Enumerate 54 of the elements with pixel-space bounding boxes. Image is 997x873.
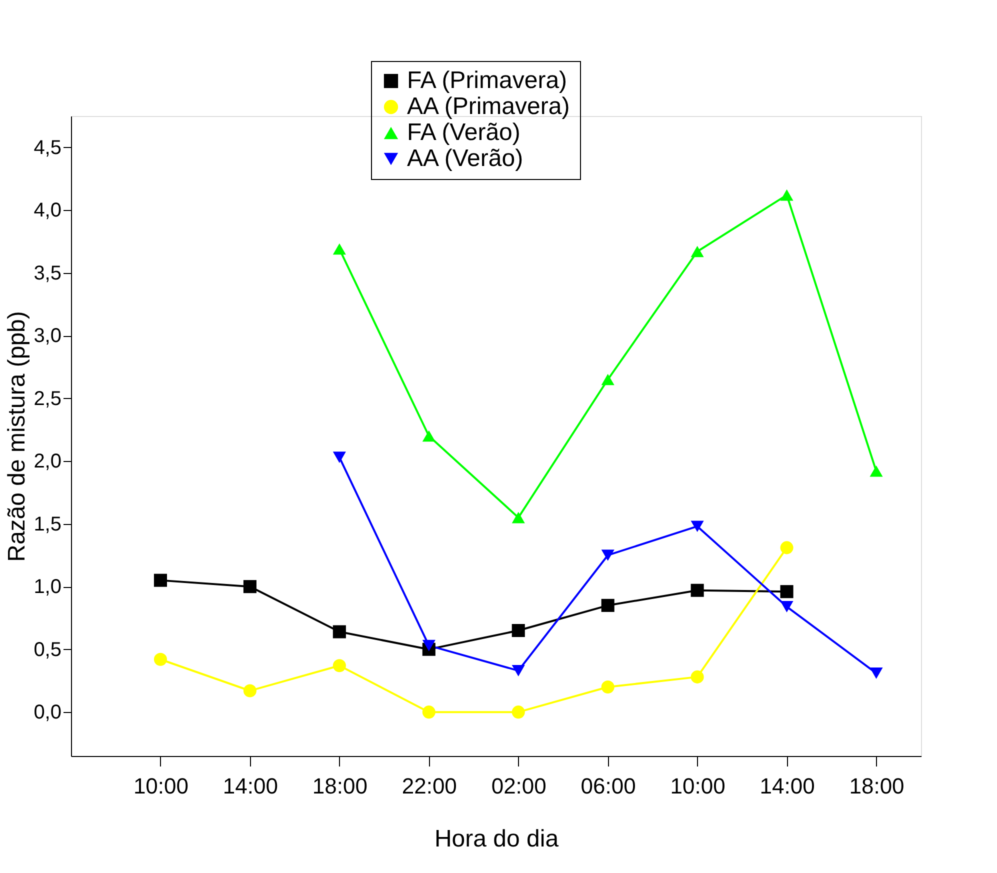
- y-tick-label: 0,0: [34, 702, 62, 724]
- point: [332, 452, 346, 463]
- point: [154, 652, 167, 666]
- x-tick-label: 22:00: [402, 774, 457, 798]
- point: [870, 465, 883, 477]
- y-axis-title: Razão de mistura (ppb): [4, 311, 31, 562]
- point: [601, 680, 614, 694]
- point: [780, 541, 794, 554]
- legend-label: FA (Primavera): [407, 67, 568, 94]
- y-tick-label: 2,5: [34, 388, 62, 410]
- x-tick-label: 06:00: [580, 774, 636, 798]
- point: [512, 624, 525, 638]
- point: [601, 550, 614, 561]
- point: [690, 520, 704, 532]
- point: [780, 601, 794, 612]
- x-tick-label: 14:00: [760, 774, 815, 798]
- point: [332, 659, 346, 672]
- point: [512, 512, 525, 524]
- point: [422, 706, 436, 719]
- point: [512, 706, 525, 719]
- point: [422, 430, 436, 442]
- point: [601, 598, 614, 612]
- point: [690, 246, 704, 258]
- x-tick-label: 14:00: [222, 774, 278, 798]
- y-tick-label: 1,0: [34, 576, 62, 598]
- point: [422, 640, 436, 652]
- point: [332, 243, 346, 255]
- y-tick-label: 3,5: [34, 262, 62, 284]
- y-tick-label: 3,0: [34, 325, 62, 348]
- point: [690, 670, 704, 684]
- y-tick-label: 4,5: [34, 136, 62, 159]
- x-tick-label: 18:00: [849, 774, 904, 798]
- point: [690, 584, 704, 597]
- y-tick-label: 2,0: [34, 450, 62, 473]
- point: [243, 580, 256, 594]
- legend-label: AA (Primavera): [407, 93, 570, 120]
- y-tick-label: 4,0: [34, 200, 62, 222]
- x-tick-label: 02:00: [491, 774, 546, 798]
- point: [780, 189, 794, 201]
- y-tick-label: 0,5: [34, 638, 62, 661]
- legend-label: AA (Verão): [407, 145, 524, 172]
- y-tick-label: 1,5: [34, 513, 62, 536]
- point: [332, 625, 346, 638]
- point: [601, 374, 614, 386]
- point: [870, 668, 883, 679]
- point: [243, 684, 256, 698]
- x-axis-title: Hora do dia: [434, 826, 560, 852]
- point: [154, 574, 167, 587]
- x-tick-label: 10:00: [670, 774, 726, 798]
- point: [512, 665, 525, 676]
- x-tick-label: 18:00: [312, 774, 368, 798]
- x-tick-label: 10:00: [133, 774, 189, 798]
- legend-label: FA (Verão): [407, 119, 520, 146]
- point: [780, 585, 794, 598]
